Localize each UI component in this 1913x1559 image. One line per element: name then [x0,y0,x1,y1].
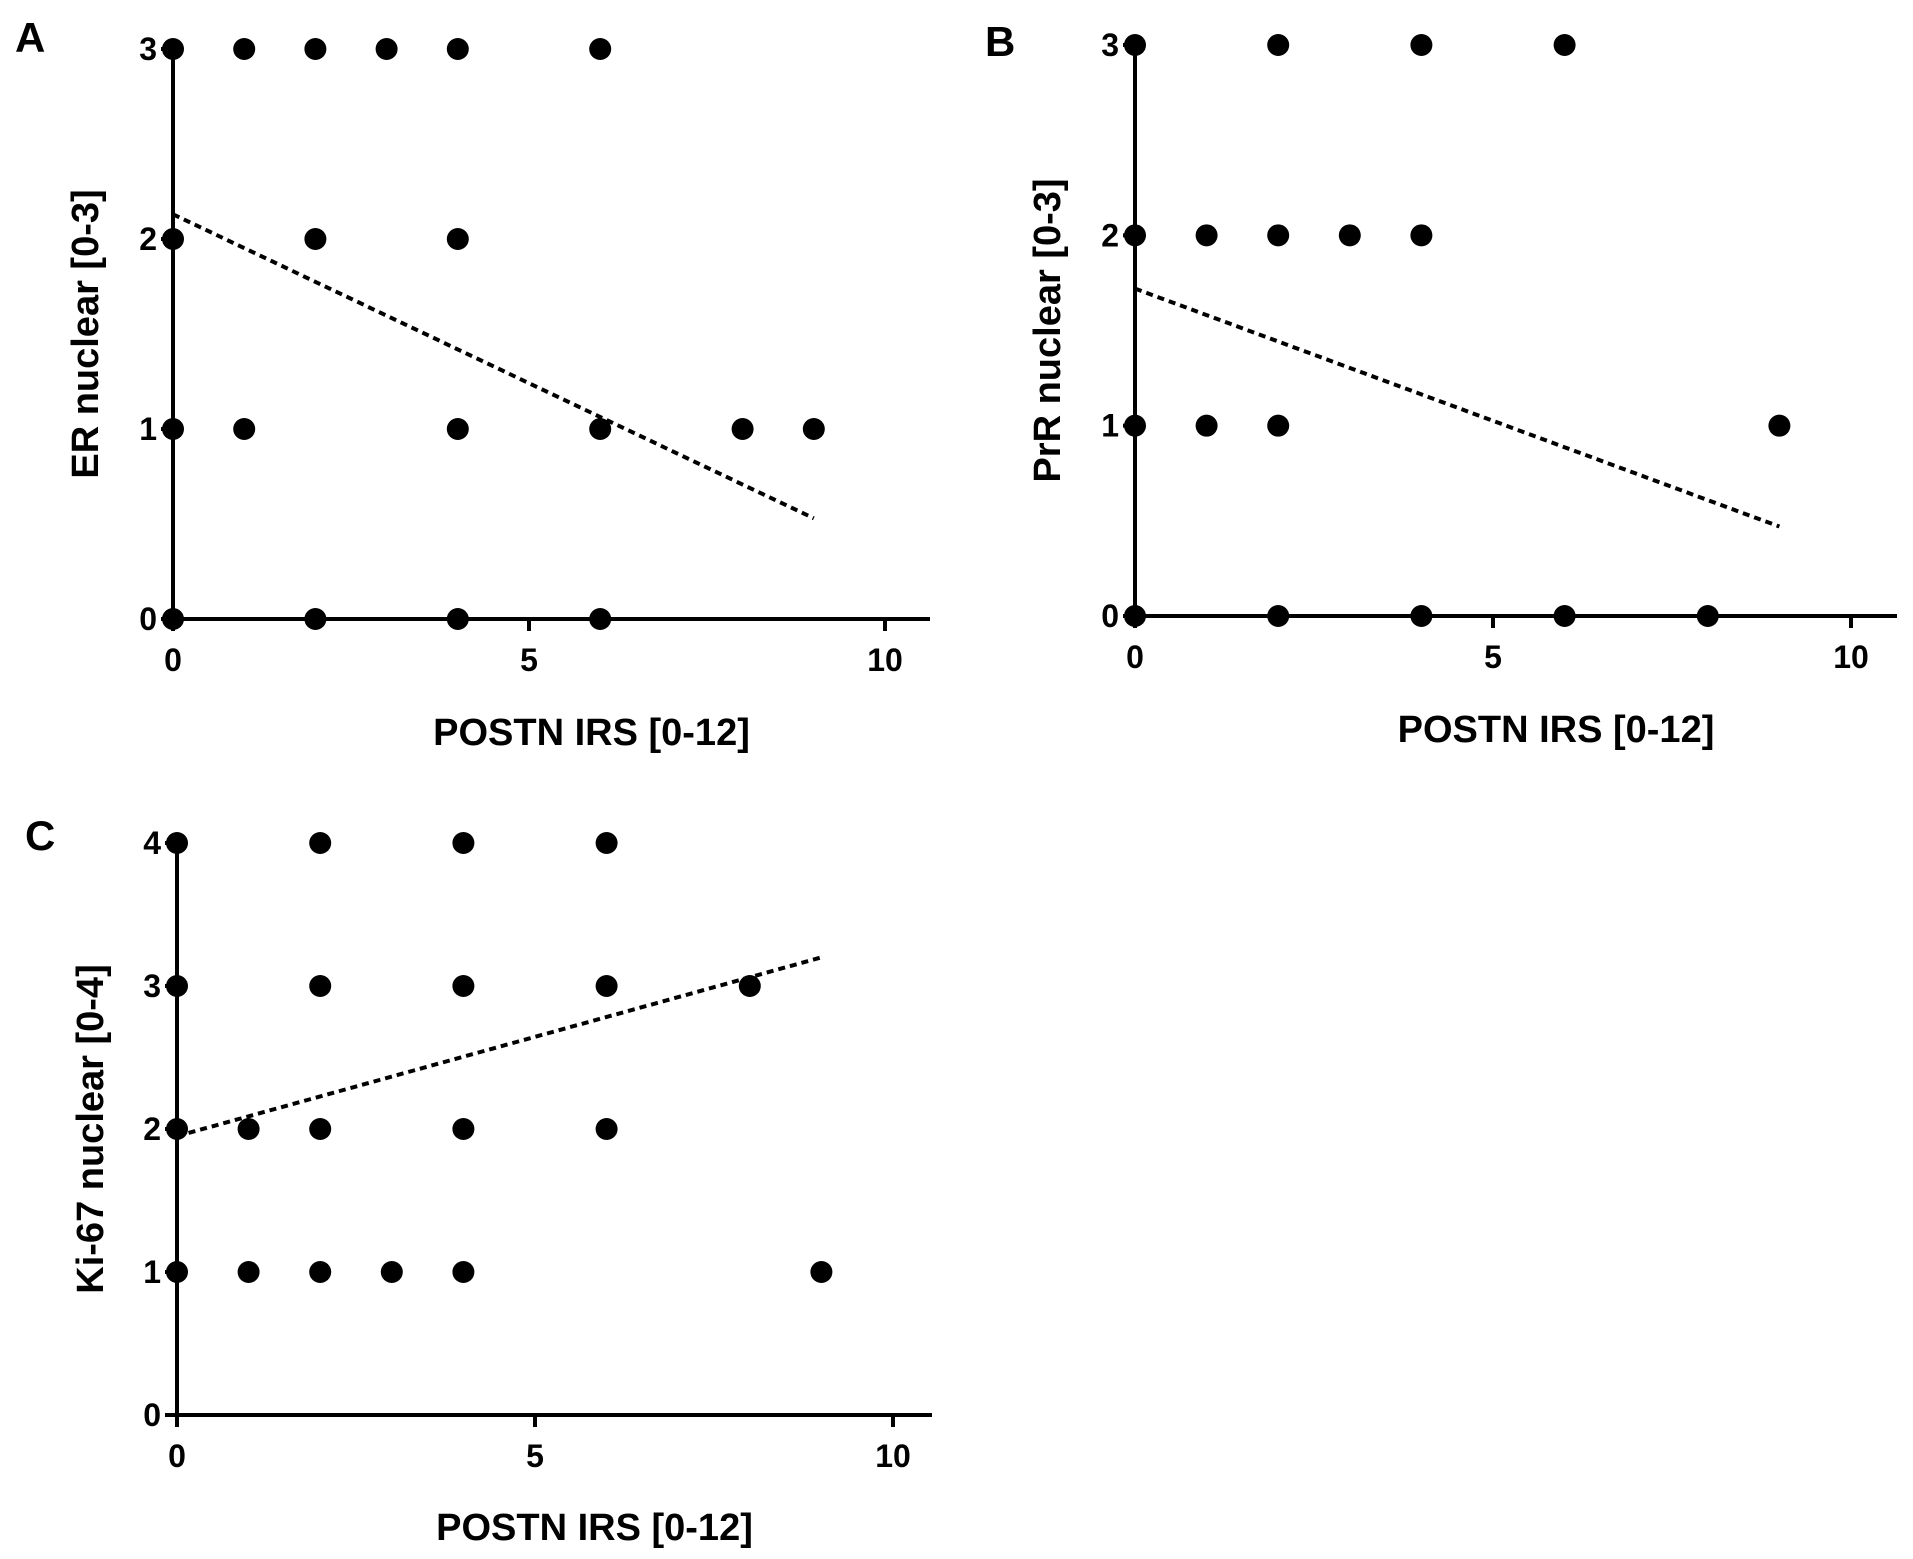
y-tick-label: 1 [139,411,157,447]
data-point [1124,605,1146,627]
panel-b: B 0 5 10 0 1 2 3 POSTN IRS [0-12] PrR nuclear [0-… [985,18,1897,751]
data-point [237,1261,260,1283]
y-tick-label: 3 [143,968,161,1004]
y-tick-label: 3 [139,31,157,67]
x-axis-label: POSTN IRS [0-12] [1398,709,1715,751]
data-point [1267,34,1290,56]
y-axis-label: PrR nuclear [0-3] [1027,178,1069,482]
data-point [1267,414,1290,437]
data-point [1338,224,1361,247]
data-point [589,418,612,440]
trend-line [176,955,822,1139]
data-point [1124,224,1146,247]
data-point [1410,224,1433,247]
data-point [304,38,327,60]
data-point [162,228,184,250]
data-point [1696,605,1719,627]
data-point [1410,605,1433,627]
panel-label: C [25,812,55,859]
data-point [595,1118,618,1140]
data-point [304,228,327,250]
data-point [446,608,469,630]
data-point [595,832,618,854]
data-point [446,228,469,250]
panel-label: A [15,14,45,61]
y-tick-label: 2 [143,1111,161,1147]
trend-line [1134,286,1781,529]
data-point [1267,605,1290,627]
data-point [304,608,327,630]
data-point [1768,414,1791,437]
data-point [802,418,825,440]
y-tick-label: 0 [1101,598,1119,634]
data-point [162,608,184,630]
x-tick-label: 0 [168,1438,186,1474]
data-point [162,38,184,60]
trend-line [172,212,815,521]
x-tick-label: 0 [164,642,182,678]
x-tick-label: 0 [1126,639,1144,675]
y-tick-label: 1 [1101,408,1119,444]
data-point [166,975,188,997]
x-tick-label: 10 [1833,639,1869,675]
y-tick-label: 4 [143,825,161,861]
data-point [452,975,475,997]
x-tick-label: 5 [1484,639,1502,675]
data-point [595,975,618,997]
x-axis-label: POSTN IRS [0-12] [436,1507,753,1549]
data-point [1553,605,1576,627]
data-point [446,38,469,60]
data-point [166,832,188,854]
data-point [166,1118,188,1140]
y-axis-label: ER nuclear [0-3] [65,189,107,478]
data-point [380,1261,403,1283]
x-tick-label: 10 [867,642,903,678]
data-point [1124,414,1146,437]
data-point [309,832,332,854]
data-point [1410,34,1433,56]
panel-label: B [985,18,1015,65]
data-point [446,418,469,440]
y-tick-label: 1 [143,1254,161,1290]
data-point [309,1261,332,1283]
data-point [589,608,612,630]
x-tick-label: 10 [875,1438,911,1474]
y-axis-label: Ki-67 nuclear [0-4] [70,964,112,1293]
data-point [309,1118,332,1140]
x-tick-label: 5 [526,1438,544,1474]
data-point [589,38,612,60]
panel-c: C 0 5 10 0 1 2 3 4 POSTN IRS [0-12] Ki-67 nuclear … [25,812,932,1549]
data-point [1267,224,1290,247]
y-tick-label: 0 [143,1397,161,1433]
data-point [452,1261,475,1283]
data-point [1124,34,1146,56]
data-point [233,38,256,60]
data-point [810,1261,833,1283]
data-point [1553,34,1576,56]
data-point [375,38,398,60]
panel-a: A 0 5 10 0 1 2 3 POSTN IRS [0-12] ER nuclear [0-3… [15,14,930,754]
data-point [309,975,332,997]
y-tick-label: 3 [1101,27,1119,63]
data-point [1195,224,1218,247]
data-point [452,832,475,854]
data-point [738,975,761,997]
data-point [452,1118,475,1140]
data-point [166,1261,188,1283]
data-point [162,418,184,440]
y-tick-label: 2 [139,221,157,257]
data-point [731,418,754,440]
x-axis-label: POSTN IRS [0-12] [433,712,750,754]
data-point [237,1118,260,1140]
data-point [233,418,256,440]
data-point [1195,414,1218,437]
x-tick-label: 5 [520,642,538,678]
y-tick-label: 0 [139,601,157,637]
y-tick-label: 2 [1101,217,1119,253]
